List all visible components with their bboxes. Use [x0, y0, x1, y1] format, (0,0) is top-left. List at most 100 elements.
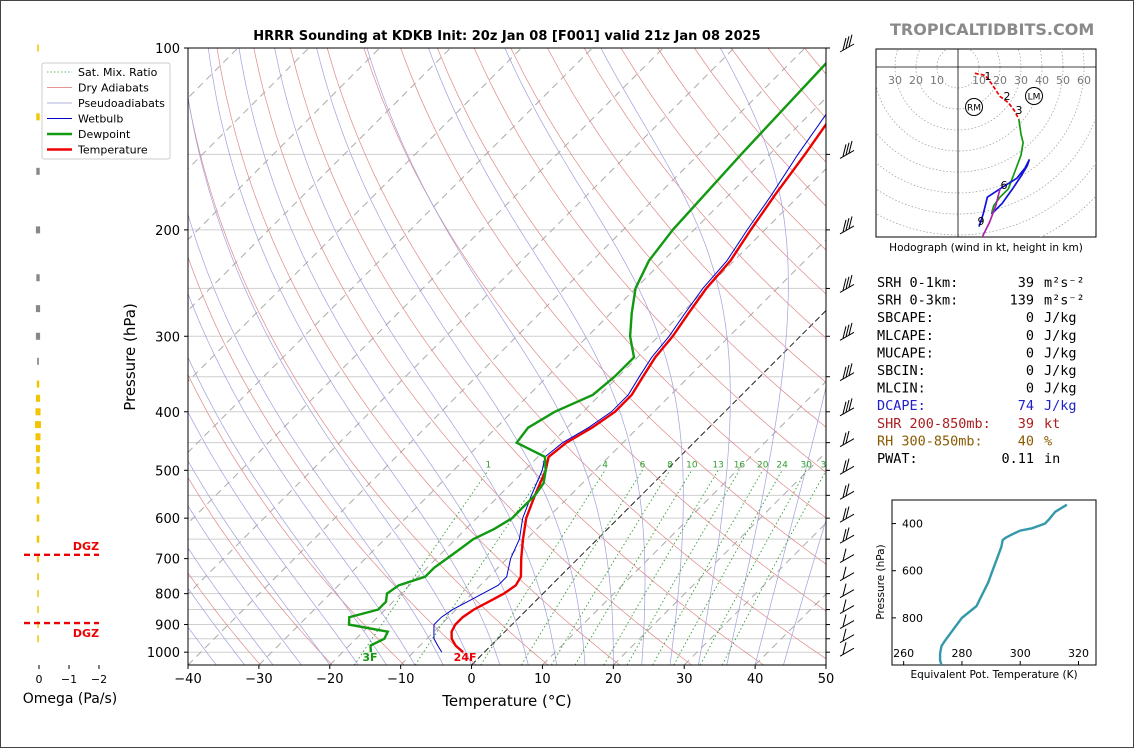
omega-bar	[36, 113, 40, 121]
wind-barb-staff	[839, 465, 855, 475]
hodograph-caption: Hodograph (wind in kt, height in km)	[889, 242, 1083, 254]
index-unit: %	[1044, 433, 1052, 449]
wind-barb-staff	[839, 284, 855, 293]
omega-bar	[35, 433, 41, 441]
theta-e-x-tick-label: 280	[951, 647, 972, 660]
hodograph-ring-label: 30	[1014, 74, 1028, 87]
x-tick-label: −20	[316, 672, 343, 687]
pseudoadiabat	[754, 385, 826, 665]
y-tick-label: 100	[155, 42, 180, 57]
hodograph-height-label: 9	[978, 215, 985, 228]
wind-barb-flag	[842, 614, 847, 627]
x-tick-label: 0	[467, 672, 475, 687]
omega-bar	[36, 456, 40, 464]
theta-e-plot	[938, 503, 1068, 665]
index-label: SBCIN:	[877, 363, 926, 379]
dry-adiabat	[400, 48, 826, 565]
dry-adiabat	[253, 48, 692, 665]
wind-barb-flag	[845, 430, 850, 444]
omega-bar	[36, 535, 40, 543]
wind-barb	[839, 322, 855, 341]
wind-barb	[839, 458, 855, 475]
wind-barb-flag	[842, 37, 847, 51]
pseudoadiabat	[188, 460, 331, 665]
mixing-ratio-label: 20	[757, 460, 769, 470]
wind-barb-flag	[845, 218, 850, 231]
wind-barb-staff	[839, 513, 855, 523]
dry-adiabat	[188, 256, 477, 665]
mixing-ratio-line	[721, 470, 826, 665]
mixing-ratio-line	[353, 470, 489, 665]
omega-bar	[35, 394, 41, 402]
dry-adiabat	[188, 476, 333, 665]
index-label: SBCAPE:	[877, 310, 934, 326]
wind-barb-flag	[842, 278, 847, 291]
y-tick-label: 300	[155, 330, 180, 345]
hodograph-ring-label: 30	[888, 74, 902, 87]
wind-barb-staff	[839, 407, 855, 417]
isotherm-line	[188, 48, 806, 665]
hodograph-trace	[974, 72, 1020, 120]
isotherm-line	[188, 48, 522, 383]
wind-barb	[839, 642, 855, 657]
index-unit: J/kg	[1044, 398, 1077, 414]
omega-bar	[37, 573, 39, 581]
hodograph-ring-label: 50	[1056, 74, 1070, 87]
dry-adiabat	[363, 48, 826, 612]
dry-adiabat	[547, 48, 826, 383]
hodograph-marker-label: RM	[967, 104, 981, 114]
pseudoadiabat	[238, 48, 529, 665]
wind-barb	[839, 548, 855, 564]
mixing-ratio-label: 4	[602, 460, 608, 470]
wind-barb-staff	[839, 572, 855, 582]
theta-e-y-tick-label: 600	[902, 565, 923, 578]
omega-tick-label: −1	[61, 673, 77, 686]
wind-barb-flag	[848, 398, 853, 411]
hodograph-height-label: 2	[1004, 90, 1011, 103]
hodograph-ring-label: 20	[993, 74, 1007, 87]
hodograph-trace	[981, 188, 1001, 237]
mixing-ratio-line	[699, 470, 807, 665]
index-label: SRH 0-1km:	[877, 275, 958, 291]
index-unit: kt	[1044, 416, 1060, 432]
wind-barb-staff	[839, 634, 855, 644]
wind-barb-flag	[842, 432, 847, 445]
wind-barb-flag	[842, 485, 847, 498]
wind-barb-flag	[848, 322, 853, 335]
omega-bar	[36, 514, 40, 522]
index-unit: J/kg	[1044, 381, 1077, 397]
wind-barb-flag	[842, 366, 847, 379]
dry-adiabat	[510, 48, 826, 428]
wind-barb-flag	[842, 566, 847, 579]
wind-barb-flag	[842, 460, 847, 473]
series-temperature	[450, 122, 826, 654]
wind-barb-staff	[839, 534, 855, 544]
wind-barb	[839, 506, 855, 523]
mixing-ratio-line	[652, 470, 764, 665]
hodograph-storm-marker	[1025, 87, 1043, 105]
pseudoadiabat	[188, 587, 245, 665]
hodograph-height-label: 3	[1016, 104, 1023, 117]
hodograph-ring-label: 40	[1035, 74, 1049, 87]
index-value: 0	[1026, 363, 1034, 379]
omega-panel: 0 −1 −2 Omega (Pa/s) DGZ DGZ	[23, 44, 117, 707]
mixing-ratio-label: 13	[712, 460, 723, 470]
y-tick-label: 200	[155, 224, 180, 239]
dry-adiabat	[473, 48, 826, 473]
index-value: 0	[1026, 328, 1034, 344]
dgz-label: DGZ	[73, 627, 99, 640]
theta-e-frame	[891, 499, 1097, 666]
wind-barb-flag	[845, 483, 850, 496]
chart-title: HRRR Sounding at KDKB Init: 20z Jan 08 […	[253, 29, 760, 44]
index-value: 40	[1018, 433, 1034, 449]
isotherm-line	[188, 48, 735, 595]
wind-barb-staff	[839, 149, 855, 159]
omega-bar	[35, 305, 41, 313]
legend-label: Temperature	[77, 144, 148, 157]
hodograph-ring-label: 10	[930, 74, 944, 87]
dry-adiabat	[188, 572, 261, 665]
hodograph-ring-label: 10	[972, 74, 986, 87]
wind-barb-flag	[842, 642, 847, 655]
omega-bar	[36, 555, 40, 563]
hodograph: 30 20 10 10 20 30 40 50 60 123 6 9 RM LM Hodograph (wi…	[875, 48, 1097, 254]
